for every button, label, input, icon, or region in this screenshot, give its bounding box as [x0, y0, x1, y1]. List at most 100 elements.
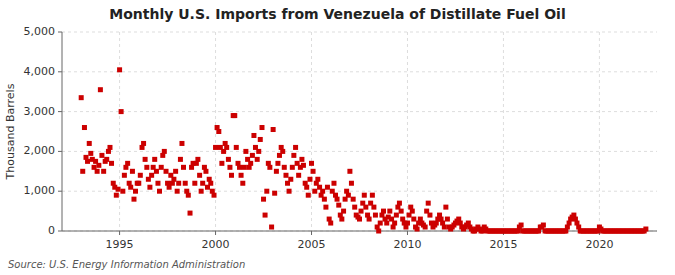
point — [427, 213, 432, 218]
point — [171, 177, 176, 182]
point — [98, 87, 103, 92]
point — [267, 165, 272, 170]
tick-label: 2010 — [393, 238, 421, 251]
point — [119, 109, 124, 114]
point — [197, 173, 202, 178]
point — [255, 157, 260, 162]
tick-label: 1995 — [106, 238, 134, 251]
tick-label: 1,000 — [24, 184, 56, 197]
point — [371, 205, 376, 210]
point — [195, 157, 200, 162]
point — [275, 161, 280, 166]
point — [291, 153, 296, 158]
point — [120, 189, 125, 194]
point — [175, 189, 180, 194]
point — [387, 209, 392, 214]
point — [378, 221, 383, 226]
point — [415, 227, 420, 232]
tick-mark — [311, 231, 312, 235]
point — [394, 213, 399, 218]
point — [261, 197, 266, 202]
point — [208, 181, 213, 186]
point — [359, 209, 364, 214]
point — [352, 205, 357, 210]
point — [290, 165, 295, 170]
point — [370, 193, 375, 198]
axes: 01,0002,0003,0004,0005,00019952000200520… — [24, 25, 658, 251]
point — [203, 169, 208, 174]
point — [80, 169, 85, 174]
point — [341, 209, 346, 214]
point — [213, 145, 218, 150]
point — [82, 125, 87, 130]
point — [282, 165, 287, 170]
point — [335, 197, 340, 202]
tick-mark — [58, 32, 62, 33]
point — [199, 189, 204, 194]
point — [287, 189, 292, 194]
tick-label: 2000 — [202, 238, 230, 251]
point — [399, 209, 404, 214]
point — [181, 165, 186, 170]
point — [183, 181, 188, 186]
title: Monthly U.S. Imports from Venezuela of D… — [109, 6, 565, 22]
point — [346, 193, 351, 198]
point — [331, 181, 336, 186]
point — [101, 169, 106, 174]
point — [643, 227, 648, 232]
tick-mark — [58, 111, 62, 112]
grid — [62, 32, 657, 231]
point — [328, 221, 333, 226]
point — [227, 165, 232, 170]
point — [200, 181, 205, 186]
point — [349, 181, 354, 186]
point — [226, 157, 231, 162]
point — [144, 165, 149, 170]
tick-label: 3,000 — [24, 105, 56, 118]
point — [269, 225, 274, 230]
grid-line — [62, 151, 657, 152]
tick-label: 4,000 — [24, 65, 56, 78]
point — [224, 145, 229, 150]
point — [154, 169, 159, 174]
grid-line — [599, 32, 600, 231]
point — [325, 185, 330, 190]
point — [250, 153, 255, 158]
point — [114, 193, 119, 198]
point — [336, 203, 341, 208]
point — [122, 173, 127, 178]
point — [130, 169, 135, 174]
point — [312, 189, 317, 194]
grid-line — [311, 32, 312, 231]
point — [258, 137, 263, 142]
point — [242, 165, 247, 170]
point — [381, 209, 386, 214]
point — [239, 173, 244, 178]
source-note: Source: U.S. Energy Information Administ… — [8, 259, 245, 270]
tick-label: 2,000 — [24, 144, 56, 157]
point — [306, 193, 311, 198]
point — [152, 157, 157, 162]
tick-label: 2020 — [585, 238, 613, 251]
point — [164, 169, 169, 174]
tick-mark — [407, 231, 408, 235]
point — [426, 201, 431, 206]
point — [88, 151, 93, 156]
point — [283, 173, 288, 178]
tick-mark — [58, 71, 62, 72]
grid-line — [62, 32, 657, 33]
point — [85, 159, 90, 164]
chart-container: 01,0002,0003,0004,0005,00019952000200520… — [0, 0, 675, 275]
point — [240, 181, 245, 186]
point — [397, 201, 402, 206]
point — [219, 161, 224, 166]
point — [442, 225, 447, 230]
point — [157, 189, 162, 194]
point — [109, 161, 114, 166]
point — [293, 145, 298, 150]
point — [541, 223, 546, 228]
point — [131, 197, 136, 202]
point — [192, 181, 197, 186]
point — [212, 193, 217, 198]
point — [248, 161, 253, 166]
